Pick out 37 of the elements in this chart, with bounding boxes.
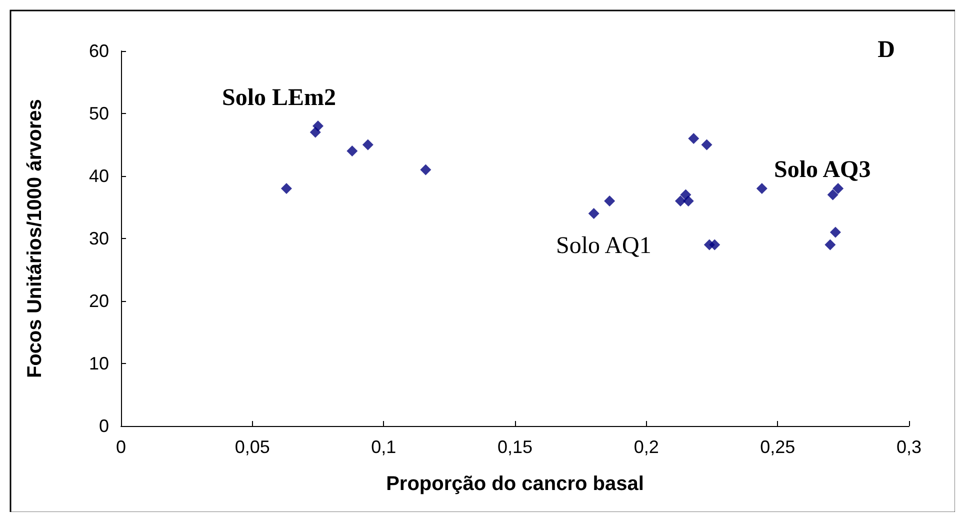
annotation: Solo AQ3 [774, 157, 871, 183]
point [346, 146, 358, 156]
y-tick-label: 50 [88, 104, 109, 124]
point [420, 164, 432, 176]
y-tick-label: 10 [88, 354, 109, 374]
point [756, 183, 768, 194]
x-tick-label: 0,25 [760, 437, 796, 457]
x-tick-label: 0,3 [896, 437, 922, 457]
y-axis-title: Focos Unitários/1000 árvores [24, 98, 46, 378]
point [701, 139, 712, 150]
point [310, 126, 321, 138]
y-tick-label: 0 [98, 416, 109, 436]
x-tick-label: 0,05 [234, 437, 270, 457]
point [832, 183, 844, 194]
point [280, 183, 292, 194]
x-tick-label: 0,2 [634, 437, 659, 457]
annotation: Solo LEm2 [222, 85, 336, 111]
point [362, 139, 374, 150]
point [674, 196, 686, 206]
y-tick-label: 20 [88, 291, 109, 311]
point [830, 226, 841, 238]
annotation: Solo AQ1 [556, 233, 652, 259]
x-axis-title: Proporção do cancro basal [386, 473, 644, 495]
x-tick-label: 0,15 [497, 437, 533, 457]
y-tick-label: 60 [88, 41, 109, 61]
y-tick-label: 30 [88, 228, 109, 248]
y-tick-label: 40 [88, 166, 109, 186]
point [709, 239, 720, 250]
x-tick-label: 0,1 [371, 437, 396, 457]
point [688, 133, 700, 144]
point [682, 196, 694, 206]
x-tick-label: 0 [116, 437, 126, 457]
annotation: D [878, 37, 896, 63]
point [824, 239, 836, 250]
point [604, 196, 616, 206]
point [588, 208, 600, 219]
point [827, 189, 838, 200]
